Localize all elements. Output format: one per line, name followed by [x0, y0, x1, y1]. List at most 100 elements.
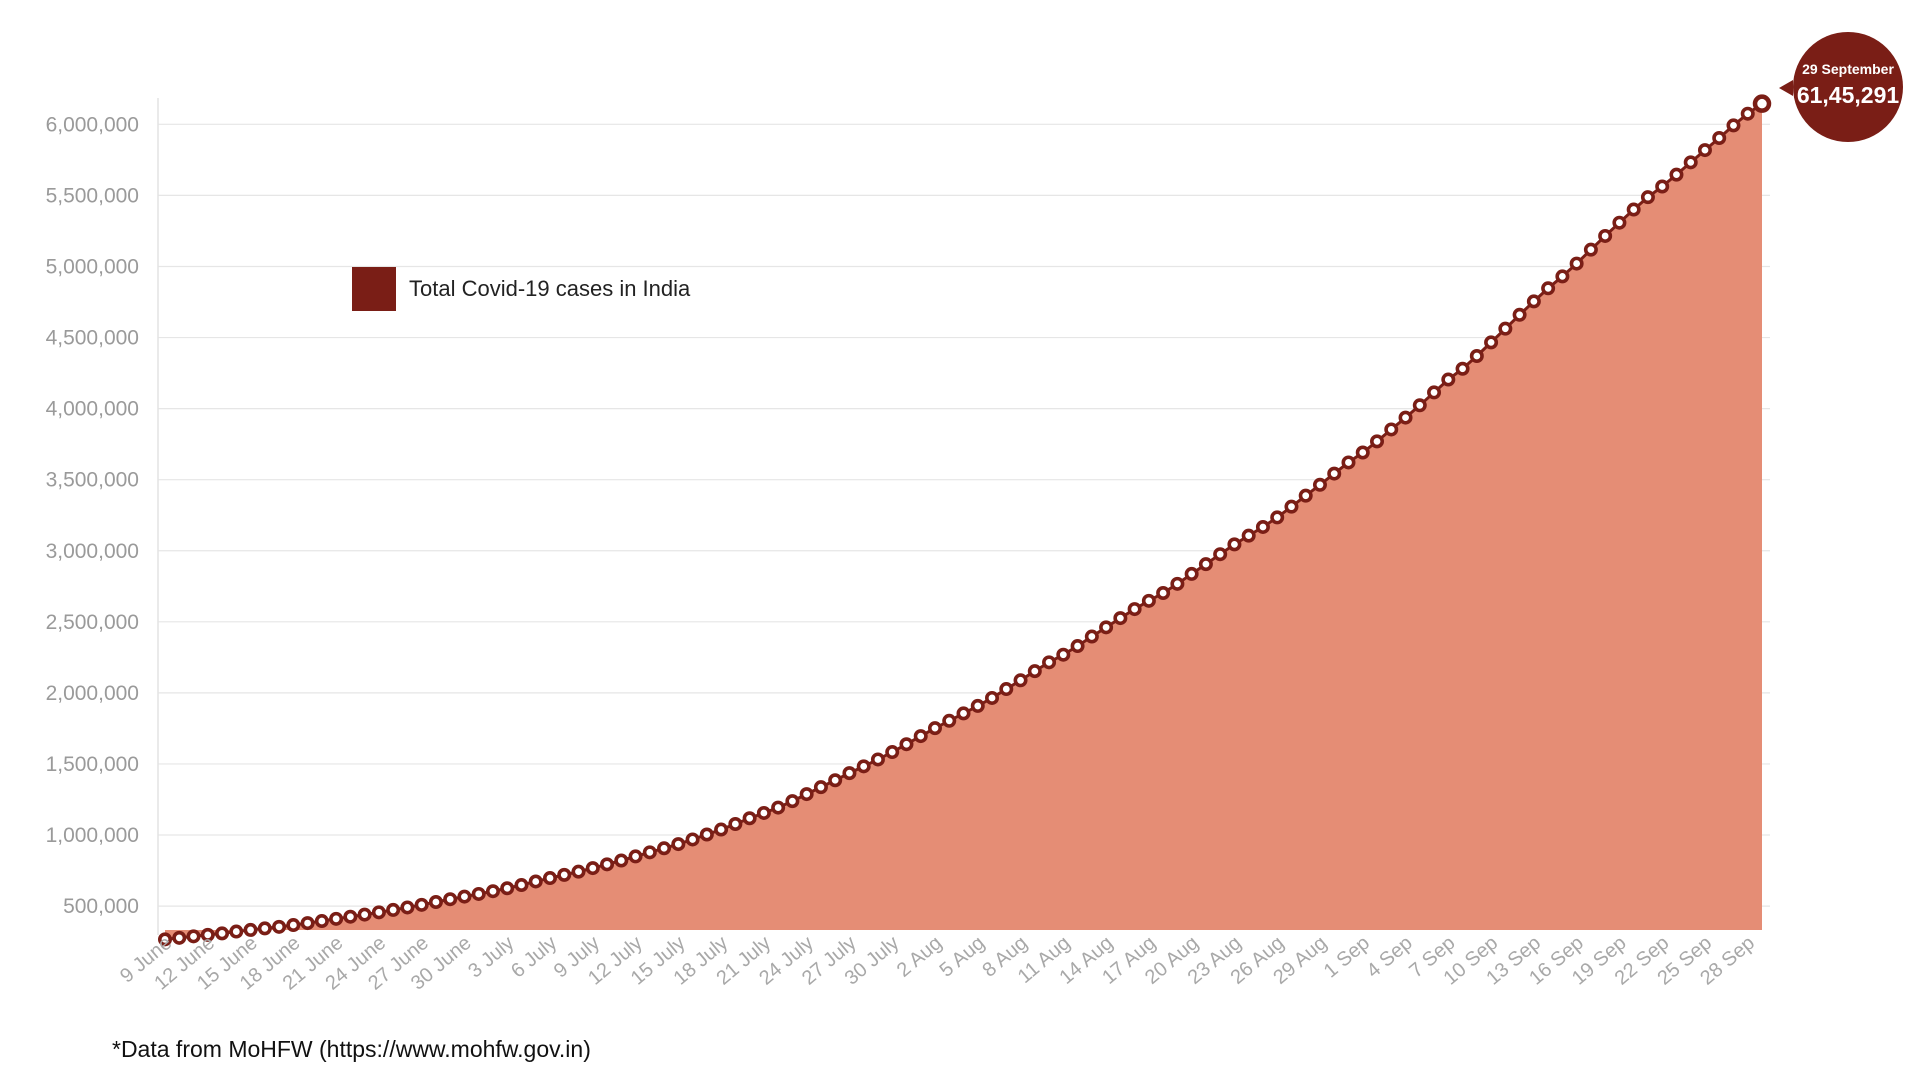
data-point: [756, 805, 771, 820]
data-point: [158, 932, 173, 947]
area-fill: [165, 103, 1762, 940]
data-point: [671, 837, 686, 852]
x-tick-label: 4 Sep: [1363, 932, 1417, 982]
data-point: [970, 698, 985, 713]
data-point: [1341, 455, 1356, 470]
y-tick-label: 1,500,000: [46, 753, 139, 776]
legend: Total Covid-19 cases in India: [352, 267, 691, 311]
x-tick-label: 6 July: [507, 932, 561, 982]
data-point: [585, 861, 600, 876]
data-point: [1113, 611, 1128, 626]
data-point: [1583, 242, 1598, 257]
data-point: [1312, 477, 1327, 492]
data-point: [257, 921, 272, 936]
data-point: [286, 918, 301, 933]
data-point: [542, 871, 557, 886]
data-point: [714, 822, 729, 837]
data-point: [215, 926, 230, 941]
data-point: [813, 780, 828, 795]
data-point: [1327, 466, 1342, 481]
data-point: [1127, 602, 1142, 617]
data-point: [1484, 335, 1499, 350]
callout-date: 29 September: [1802, 61, 1894, 77]
data-point: [343, 909, 358, 924]
data-point: [1042, 655, 1057, 670]
data-point: [1099, 620, 1114, 635]
data-point: [685, 832, 700, 847]
data-point: [371, 905, 386, 920]
data-point: [500, 881, 515, 896]
data-source-note: *Data from MoHFW (https://www.mohfw.gov.…: [112, 1036, 591, 1062]
x-tick-label: 3 July: [464, 932, 518, 982]
data-point: [1726, 118, 1741, 133]
data-point: [600, 857, 615, 872]
data-point: [742, 811, 757, 826]
data-point: [1412, 398, 1427, 413]
data-point: [785, 794, 800, 809]
data-point: [956, 706, 971, 721]
data-point: [243, 922, 258, 937]
data-point: [457, 889, 472, 904]
data-point: [200, 927, 215, 942]
data-point: [1056, 647, 1071, 662]
data-point: [386, 902, 401, 917]
data-point: [229, 924, 244, 939]
data-point: [1697, 143, 1712, 158]
y-tick-label: 4,500,000: [46, 327, 139, 350]
data-point: [885, 745, 900, 760]
data-point: [428, 895, 443, 910]
data-point: [1170, 576, 1185, 591]
y-tick-label: 6,000,000: [46, 113, 139, 136]
data-point: [1752, 94, 1772, 113]
data-point: [1441, 372, 1456, 387]
data-point: [1598, 228, 1613, 243]
data-point: [699, 827, 714, 842]
data-point: [1526, 294, 1541, 309]
data-point: [999, 682, 1014, 697]
data-point: [1270, 510, 1285, 525]
data-point: [799, 787, 814, 802]
data-point: [1184, 566, 1199, 581]
data-point: [1512, 307, 1527, 322]
data-point: [1084, 629, 1099, 644]
y-tick-label: 2,000,000: [46, 682, 139, 705]
data-point: [828, 773, 843, 788]
y-tick-label: 3,500,000: [46, 469, 139, 492]
data-point: [557, 867, 572, 882]
data-point: [1469, 348, 1484, 363]
data-point: [314, 914, 329, 929]
data-point: [1455, 361, 1470, 376]
data-point: [1427, 385, 1442, 400]
data-point: [1384, 422, 1399, 437]
data-point: [400, 900, 415, 915]
data-point: [1027, 664, 1042, 679]
data-point: [1398, 410, 1413, 425]
data-point: [1370, 434, 1385, 449]
y-tick-label: 1,000,000: [46, 824, 139, 847]
data-point: [471, 886, 486, 901]
data-point: [272, 919, 287, 934]
data-point: [172, 930, 187, 945]
callout-pointer: [1779, 80, 1793, 96]
data-point: [1284, 499, 1299, 514]
y-tick-label: 500,000: [63, 895, 139, 918]
callout-bubble: [1793, 32, 1903, 142]
data-point: [1241, 528, 1256, 543]
data-point: [1070, 639, 1085, 654]
data-point: [329, 911, 344, 926]
data-point: [186, 929, 201, 944]
y-tick-label: 4,000,000: [46, 398, 139, 421]
data-point: [1141, 593, 1156, 608]
gridlines: [158, 123, 1770, 907]
y-tick-label: 2,500,000: [46, 611, 139, 634]
data-point: [300, 916, 315, 931]
data-point: [357, 907, 372, 922]
data-point: [657, 841, 672, 856]
y-tick-label: 5,500,000: [46, 184, 139, 207]
data-point: [842, 766, 857, 781]
data-point: [1213, 547, 1228, 562]
data-point: [1298, 488, 1313, 503]
data-point: [642, 845, 657, 860]
data-point: [1655, 179, 1670, 194]
